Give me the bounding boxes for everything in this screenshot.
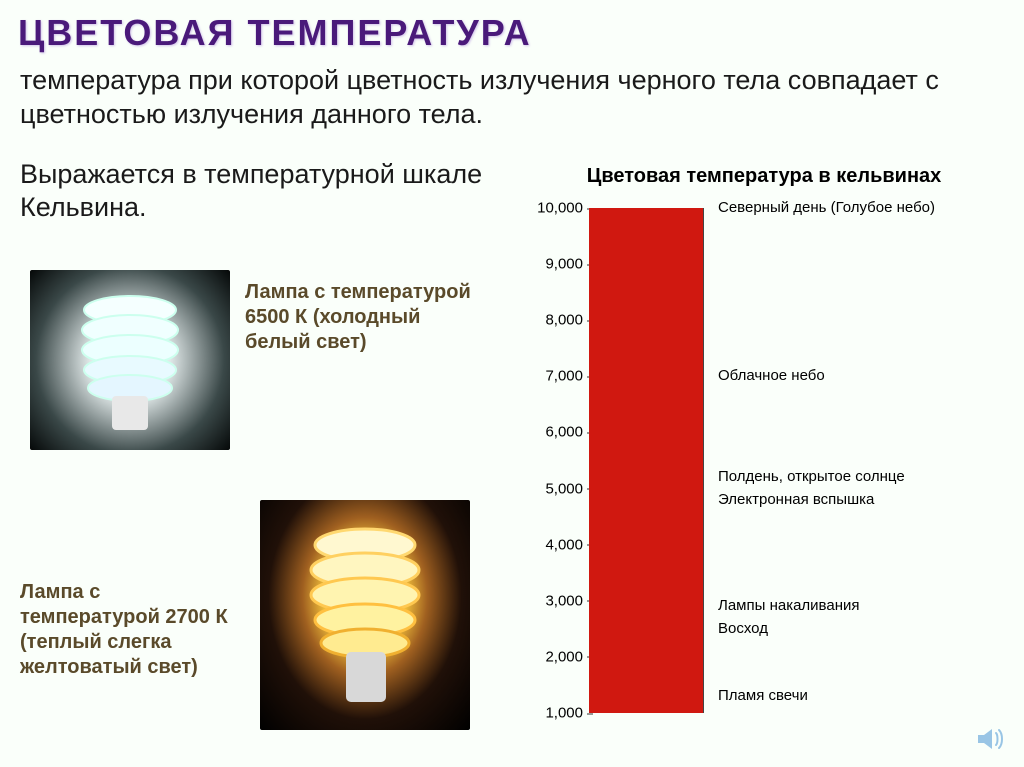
chart-tick: 4,000: [545, 536, 583, 553]
chart-side-label: Лампы накаливания: [718, 597, 860, 615]
chart-side-label: Полдень, открытое солнце: [718, 468, 905, 486]
cold-lamp-image: [30, 270, 230, 450]
definition-text: температура при которой цветность излуче…: [0, 60, 1024, 140]
kelvin-scale-note: Выражается в температурной шкале Кельвин…: [0, 140, 520, 234]
chart-tick: 2,000: [545, 648, 583, 665]
chart-side-label: Электронная вспышка: [718, 491, 874, 509]
chart-side-label: Восход: [718, 620, 768, 638]
chart-tick: 5,000: [545, 480, 583, 497]
color-temperature-gradient: [589, 208, 703, 713]
chart-side-label: Облачное небо: [718, 367, 825, 385]
kelvin-chart: Цветовая температура в кельвинах 10,000 9…: [519, 165, 1009, 713]
warm-lamp-image: [260, 500, 470, 730]
warm-lamp-caption: Лампа с температурой 2700 К (теплый слег…: [20, 580, 240, 680]
chart-tick: 3,000: [545, 592, 583, 609]
chart-ticks-column: 10,0009,0008,0007,0006,0005,0004,0003,00…: [519, 208, 589, 713]
speaker-icon[interactable]: [974, 723, 1006, 755]
chart-side-label: Северный день (Голубое небо): [718, 199, 935, 217]
chart-tick: 7,000: [545, 368, 583, 385]
chart-gradient-column: [589, 208, 704, 713]
page-title: ЦВЕТОВАЯ ТЕМПЕРАТУРА: [0, 0, 1024, 60]
chart-tick: 1,000: [545, 705, 583, 722]
chart-tick: 8,000: [545, 312, 583, 329]
cfl-spiral-warm-icon: [311, 529, 419, 702]
chart-tick: 6,000: [545, 424, 583, 441]
cfl-spiral-icon: [82, 296, 178, 430]
cold-lamp-caption: Лампа с температурой 6500 К (холодный бе…: [245, 280, 485, 355]
chart-side-label: Пламя свечи: [718, 687, 808, 705]
chart-labels-column: Северный день (Голубое небо)Облачное неб…: [704, 208, 1009, 713]
chart-tick: 10,000: [537, 200, 583, 217]
chart-tick: 9,000: [545, 256, 583, 273]
chart-title: Цветовая температура в кельвинах: [519, 165, 1009, 188]
